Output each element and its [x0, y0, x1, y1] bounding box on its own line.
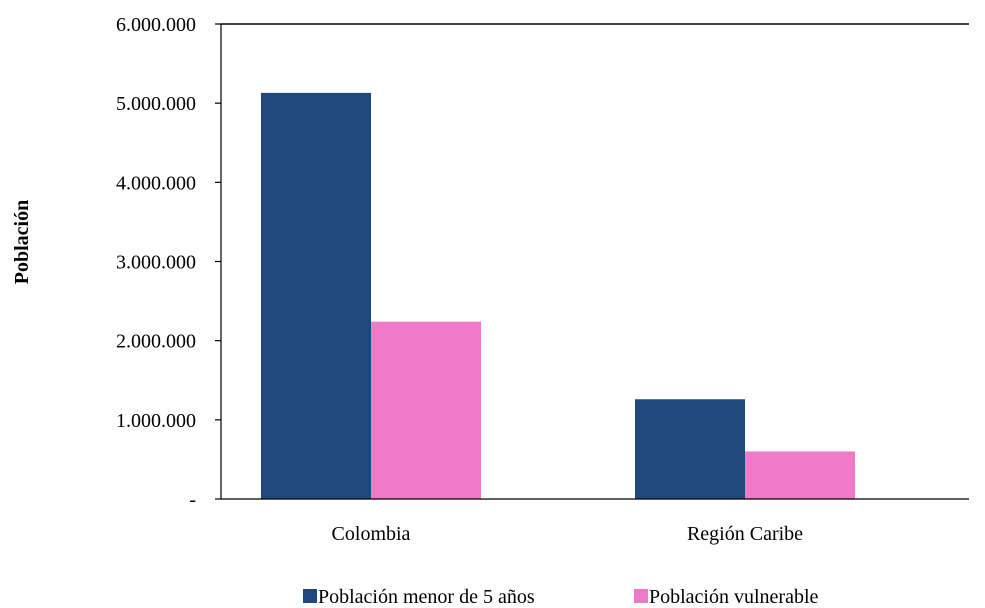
y-tick-label: 4.000.000	[116, 172, 196, 194]
y-axis-title: Población	[11, 200, 33, 284]
y-axis-ticks: - 1.000.000 2.000.000 3.000.000 4.000.000 5.0…	[116, 14, 221, 511]
x-axis-labels: Colombia Región Caribe	[332, 523, 804, 545]
x-category-label: Región Caribe	[687, 523, 803, 545]
legend-swatch	[303, 589, 317, 603]
legend-label: Población menor de 5 años	[318, 586, 535, 608]
legend-label: Población vulnerable	[649, 586, 819, 608]
y-tick-label: 1.000.000	[116, 410, 196, 432]
legend-swatch	[634, 589, 648, 603]
y-tick-label: 6.000.000	[116, 14, 196, 36]
x-category-label: Colombia	[332, 523, 411, 545]
bars	[261, 92, 855, 499]
bar-vulnerable-0	[371, 321, 481, 499]
bar-vulnerable-1	[745, 451, 855, 499]
y-tick-label: -	[189, 489, 196, 511]
bar-menor-5-0	[261, 92, 371, 499]
y-tick-label: 5.000.000	[116, 93, 196, 115]
y-tick-label: 2.000.000	[116, 331, 196, 353]
legend: Población menor de 5 años Población vulne…	[303, 586, 819, 608]
bar-menor-5-1	[635, 399, 745, 499]
y-tick-label: 3.000.000	[116, 252, 196, 274]
